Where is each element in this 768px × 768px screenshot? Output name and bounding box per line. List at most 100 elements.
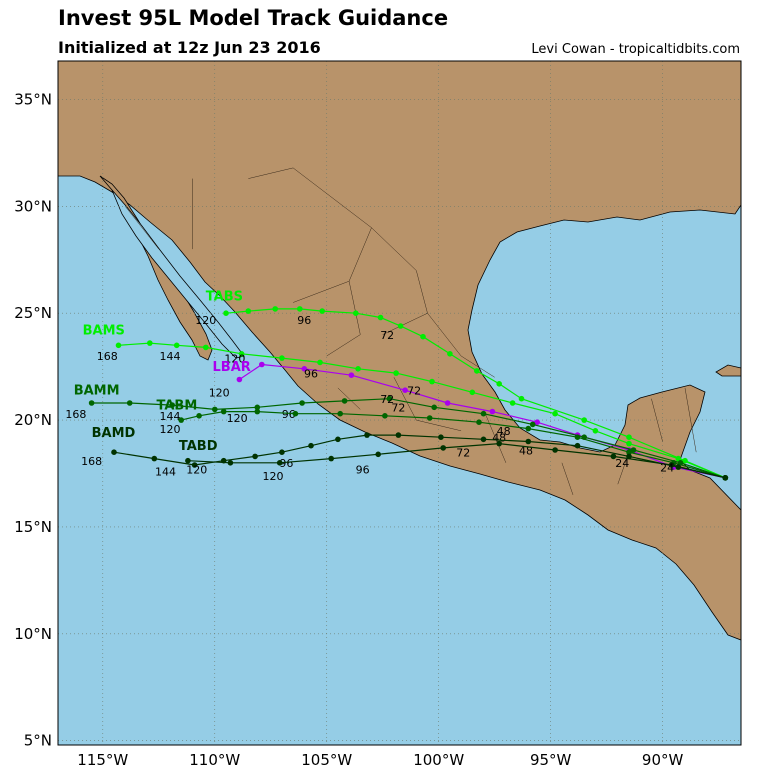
lat-tick-label: 5°N: [24, 732, 52, 750]
forecast-hour-label: 72: [407, 384, 421, 397]
track-tabm: 48 72 120 TABM: [157, 398, 729, 481]
track-point: [518, 395, 525, 402]
lat-tick-label: 15°N: [14, 518, 52, 536]
track-point: [245, 308, 252, 314]
track-point: [509, 400, 516, 406]
track-point: [534, 419, 540, 426]
track-point: [297, 306, 303, 312]
track-point: [626, 434, 632, 441]
lat-tick-label: 30°N: [14, 197, 52, 215]
track-point: [276, 460, 283, 466]
lon-tick-label: 100°W: [413, 751, 464, 768]
track-point: [489, 408, 496, 415]
track-point: [220, 408, 227, 415]
track-point: [529, 421, 536, 428]
track-point: [212, 406, 218, 413]
track-point: [438, 434, 444, 441]
track-point: [581, 417, 587, 423]
state-border: [326, 334, 361, 357]
track-point: [279, 449, 285, 456]
model-name-label: TABD: [179, 439, 218, 454]
state-border: [483, 409, 507, 463]
track-point: [610, 453, 617, 460]
chart-title: Invest 95L Model Track Guidance: [58, 6, 449, 30]
track-point: [426, 415, 433, 421]
state-border: [460, 355, 495, 378]
lon-tick-label: 90°W: [642, 751, 684, 768]
track-point: [444, 400, 451, 406]
track-point: [227, 460, 234, 466]
track-point: [348, 372, 355, 379]
lat-tick-label: 10°N: [14, 625, 52, 643]
track-point: [238, 351, 245, 357]
forecast-hour-label: 96: [282, 408, 296, 421]
track-point: [668, 462, 675, 468]
track-point: [393, 370, 399, 376]
track-point: [480, 436, 487, 443]
lon-tick-label: 95°W: [530, 751, 572, 768]
track-point: [525, 425, 532, 432]
forecast-hour-label: 168: [97, 350, 118, 363]
track-point: [626, 453, 632, 460]
track-point: [375, 451, 382, 458]
model-name-label: BAMD: [92, 426, 136, 441]
track-point: [447, 351, 453, 357]
track-point: [496, 381, 503, 387]
track-point: [252, 453, 258, 460]
forecast-hour-label: 120: [227, 412, 248, 425]
track-point: [223, 310, 229, 317]
forecast-hour-label: 24: [660, 461, 674, 474]
credit-text: Levi Cowan - tropicaltidbits.com: [531, 42, 740, 57]
track-point: [574, 442, 581, 449]
forecast-hour-label: 144: [160, 410, 181, 423]
lat-tick-label: 35°N: [14, 90, 52, 108]
track-point: [254, 408, 261, 415]
track-point: [722, 475, 729, 481]
model-name-label: BAMS: [83, 324, 125, 339]
model-name-label: TABM: [157, 398, 198, 413]
track-point: [259, 361, 265, 368]
track-point: [675, 455, 682, 462]
state-border: [337, 387, 361, 410]
track-point: [395, 432, 402, 438]
state-border: [393, 377, 462, 432]
forecast-hour-label: 72: [456, 446, 470, 459]
lat-tick-label: 20°N: [14, 411, 52, 429]
track-point: [397, 323, 404, 329]
forecast-hour-label: 120: [186, 464, 207, 477]
track-point: [630, 447, 637, 453]
track-point: [386, 395, 393, 402]
track-point: [272, 306, 279, 312]
forecast-hour-label: 120: [209, 387, 230, 400]
track-point: [420, 333, 426, 340]
track-point: [574, 434, 581, 441]
forecast-hour-label: 120: [160, 423, 181, 436]
lon-tick-label: 105°W: [301, 751, 352, 768]
lon-tick-label: 115°W: [77, 751, 128, 768]
init-time-subtitle: Initialized at 12z Jun 23 2016: [58, 38, 321, 57]
track-point: [196, 413, 202, 419]
forecast-hour-label: 48: [497, 425, 511, 438]
north-america-land: [57, 60, 742, 641]
track-point: [474, 368, 480, 374]
track-point: [147, 340, 153, 346]
track-point: [476, 419, 482, 426]
model-tracks: 7296120TABS48120144168BAMS7296120LBAR729…: [65, 289, 729, 483]
track-point: [328, 455, 335, 462]
axis-labels: 35°N 30°N 25°N 20°N 15°N 10°N 5°N 115°W 110°W 105…: [14, 90, 683, 768]
forecast-hour-label: 72: [380, 329, 394, 342]
forecast-hour-label: 96: [279, 457, 293, 470]
track-point: [364, 432, 370, 438]
track-point: [552, 447, 558, 453]
lat-tick-label: 25°N: [14, 304, 52, 322]
land-areas: [57, 60, 742, 641]
track-point: [552, 410, 558, 417]
track-point: [178, 417, 184, 423]
track-point: [292, 410, 299, 417]
track-point: [236, 376, 243, 383]
track-point: [469, 389, 476, 396]
track-point: [299, 400, 305, 406]
